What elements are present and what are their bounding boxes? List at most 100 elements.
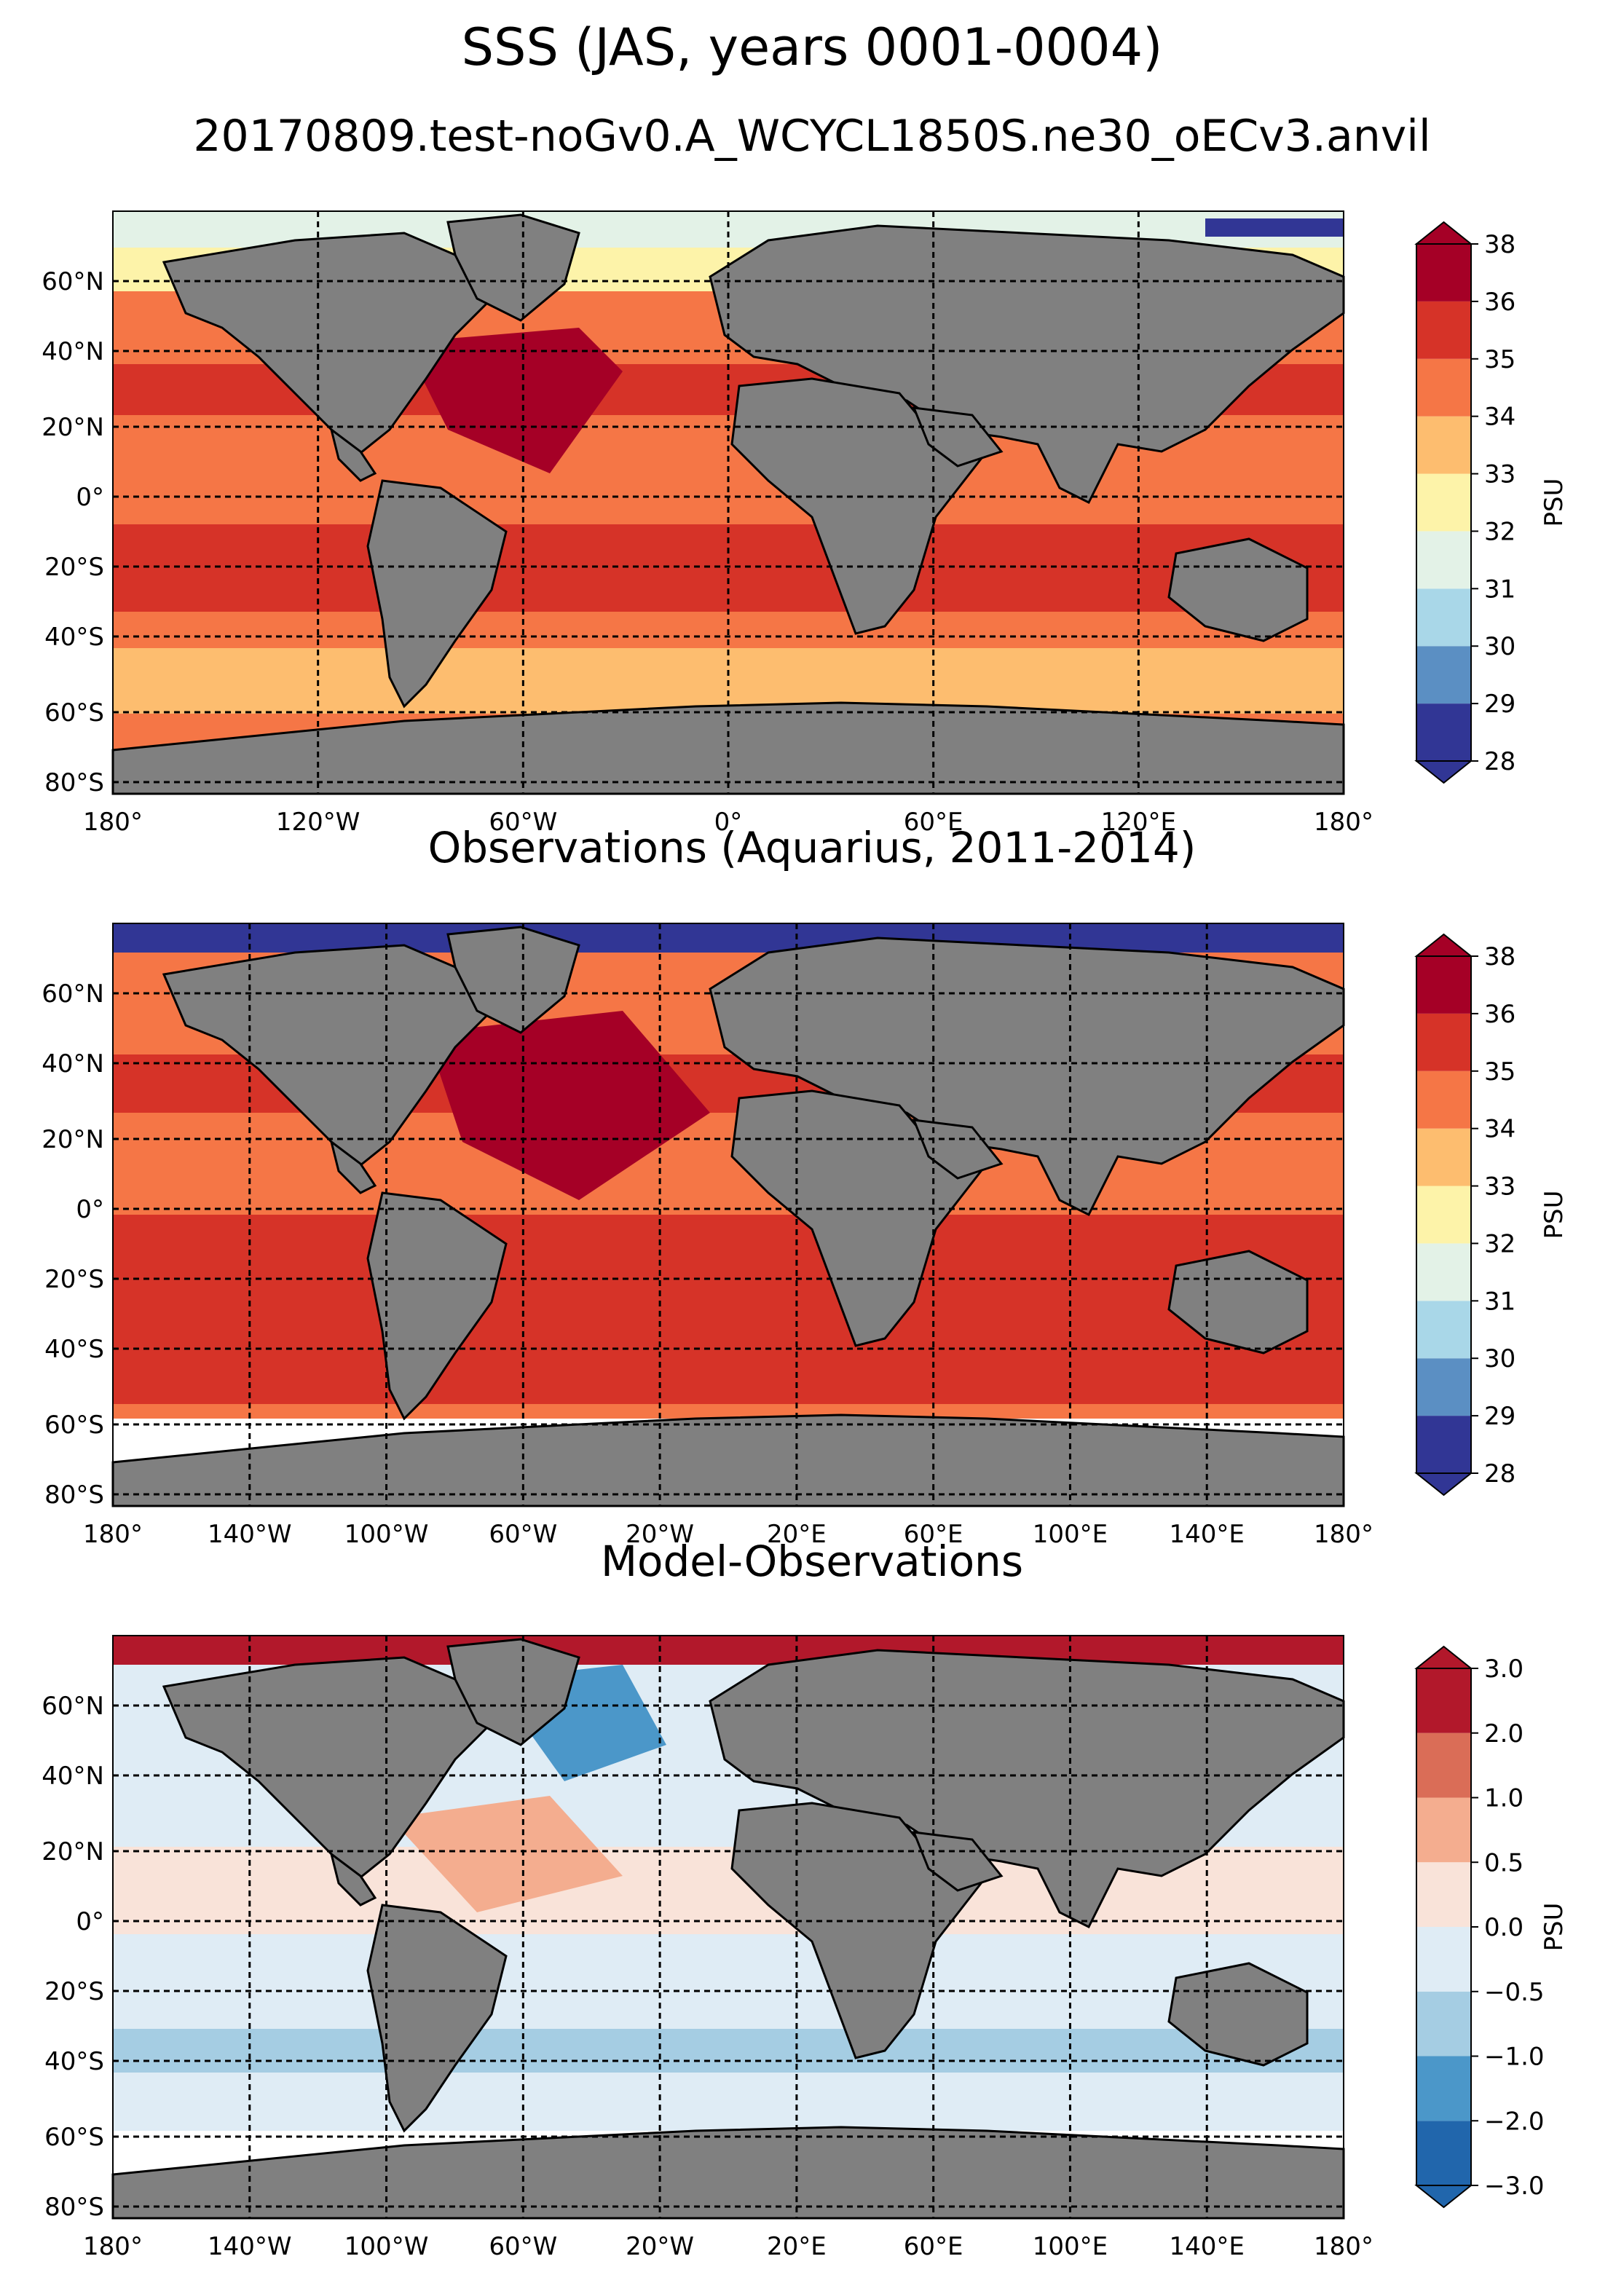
lon-tick-label: 20°E [767, 1520, 827, 1549]
colorbar-tick-label: 28 [1484, 1459, 1515, 1489]
colorbar-tick-label: 3.0 [1484, 1655, 1524, 1684]
colorbar-segment [1416, 2056, 1471, 2121]
lon-tick-label: 60°W [489, 1520, 557, 1549]
lon-tick-label: 180° [83, 808, 143, 837]
colorbar-tick-label: 29 [1484, 1402, 1515, 1431]
colorbar-extend-low [1414, 2185, 1473, 2209]
lon-tick-label: 180° [1314, 2232, 1373, 2261]
colorbar-frame [1416, 243, 1472, 762]
colorbar-tick-label: 38 [1484, 230, 1515, 259]
lat-tick-label: 60°S [44, 698, 104, 728]
colorbar-segment [1416, 1797, 1471, 1863]
colorbar-tick-label: 36 [1484, 288, 1515, 317]
lon-tick-label: 60°E [904, 2232, 963, 2261]
lon-tick-label: 60°E [904, 808, 963, 837]
colorbar-segment [1416, 358, 1471, 417]
colorbar-segment [1416, 588, 1471, 647]
colorbar-tick-label: −1.0 [1484, 2043, 1545, 2072]
colorbar-tick-label: 35 [1484, 345, 1515, 374]
colorbar-extend-low [1414, 1472, 1473, 1497]
colorbar-tick-label: 0.0 [1484, 1913, 1524, 1942]
colorbar-segment [1416, 1991, 1471, 2057]
lat-tick-label: 40°N [42, 1762, 104, 1791]
figure-subtitle: 20170809.test-noGv0.A_WCYCL1850S.ne30_oE… [193, 111, 1431, 162]
lat-tick-label: 60°S [44, 1411, 104, 1440]
colorbar-label: PSU [1540, 1191, 1569, 1239]
lon-tick-label: 140°E [1170, 2232, 1245, 2261]
colorbar-extend-low [1414, 760, 1473, 784]
colorbar-segment [1416, 1416, 1471, 1473]
lat-tick-label: 20°N [42, 1125, 104, 1154]
colorbar-segment [1416, 1927, 1471, 1992]
colorbar-segment [1416, 1013, 1471, 1071]
colorbar-tick-label: −3.0 [1484, 2172, 1545, 2201]
colorbar-tick-label: −2.0 [1484, 2107, 1545, 2136]
lon-tick-label: 180° [1314, 1520, 1373, 1549]
colorbar-tick-label: 33 [1484, 1172, 1515, 1202]
lon-tick-label: 120°W [276, 808, 360, 837]
colorbar-tick-label: 38 [1484, 942, 1515, 971]
colorbar-tick-label: 31 [1484, 1287, 1515, 1316]
lat-tick-label: 20°N [42, 1837, 104, 1866]
colorbar-tick-label: 31 [1484, 575, 1515, 604]
lat-tick-label: 40°S [44, 2047, 104, 2076]
lon-tick-label: 140°W [208, 1520, 292, 1549]
colorbar-segment [1416, 416, 1471, 474]
colorbar-tick-label: 34 [1484, 1115, 1515, 1144]
colorbar-segment [1416, 244, 1471, 301]
colorbar-segment [1416, 956, 1471, 1014]
colorbar-tick-label: 30 [1484, 1344, 1515, 1373]
lat-tick-label: 20°S [44, 1265, 104, 1294]
colorbar-tick-label: 29 [1484, 690, 1515, 719]
map-panel-difference [111, 1635, 1345, 2220]
colorbar-tick-label: 28 [1484, 747, 1515, 776]
lon-tick-label: 120°E [1101, 808, 1176, 837]
colorbar-segment [1416, 2121, 1471, 2185]
panel-title-observations: Observations (Aquarius, 2011-2014) [427, 823, 1197, 872]
lat-tick-label: 20°S [44, 1977, 104, 2006]
colorbar-label: PSU [1540, 478, 1569, 527]
lon-tick-label: 60°E [904, 1520, 963, 1549]
lat-tick-label: 60°N [42, 1692, 104, 1721]
lat-tick-label: 40°S [44, 1335, 104, 1364]
colorbar-tick-label: 1.0 [1484, 1784, 1524, 1813]
lat-tick-label: 20°S [44, 553, 104, 582]
figure-title: SSS (JAS, years 0001-0004) [461, 17, 1163, 77]
lon-tick-label: 20°W [626, 2232, 694, 2261]
map-panel-observations [111, 923, 1345, 1507]
colorbar-extend-high [1414, 933, 1473, 957]
lat-tick-label: 80°S [44, 1480, 104, 1510]
lon-tick-label: 0° [714, 808, 743, 837]
colorbar-segment [1416, 1070, 1471, 1129]
lat-tick-label: 40°S [44, 623, 104, 652]
lat-tick-label: 0° [76, 1195, 104, 1224]
colorbar-label: PSU [1540, 1903, 1569, 1952]
colorbar-segment [1416, 1128, 1471, 1186]
lat-tick-label: 40°N [42, 1049, 104, 1079]
colorbar-segment [1416, 1732, 1471, 1798]
lat-tick-label: 40°N [42, 337, 104, 366]
lat-tick-label: 0° [76, 483, 104, 512]
lon-tick-label: 20°W [626, 1520, 694, 1549]
lon-tick-label: 100°W [344, 2232, 429, 2261]
colorbar-tick-label: 33 [1484, 460, 1515, 489]
colorbar-tick-label: 34 [1484, 403, 1515, 432]
colorbar-segment [1416, 1243, 1471, 1301]
lon-tick-label: 140°W [208, 2232, 292, 2261]
colorbar-tick-label: 0.5 [1484, 1848, 1524, 1877]
lat-tick-label: 80°S [44, 2193, 104, 2222]
colorbar-tick-label: 2.0 [1484, 1719, 1524, 1748]
lon-tick-label: 180° [83, 1520, 143, 1549]
colorbar-segment [1416, 1301, 1471, 1359]
lat-tick-label: 60°N [42, 979, 104, 1009]
lon-tick-label: 60°W [489, 2232, 557, 2261]
colorbar-tick-label: 32 [1484, 517, 1515, 546]
lat-tick-label: 20°N [42, 413, 104, 442]
colorbar-segment [1416, 1358, 1471, 1416]
colorbar-tick-label: 30 [1484, 632, 1515, 661]
colorbar-tick-label: 36 [1484, 1000, 1515, 1029]
lat-tick-label: 60°N [42, 267, 104, 296]
colorbar-segment [1416, 1862, 1471, 1927]
lon-tick-label: 100°E [1033, 1520, 1108, 1549]
lon-tick-label: 140°E [1170, 1520, 1245, 1549]
